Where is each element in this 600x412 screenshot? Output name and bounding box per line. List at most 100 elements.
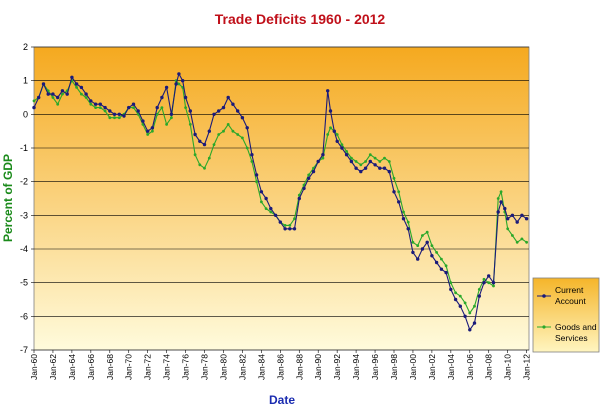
data-point-current-account [160,95,164,100]
data-point-goods-services [255,180,258,184]
data-point-current-account [278,220,282,224]
data-point-current-account [463,314,467,318]
data-point-current-account [264,196,268,201]
data-point-current-account [382,166,387,170]
data-point-goods-services [108,116,112,120]
data-point-goods-services [515,240,519,244]
data-point-goods-services [146,133,150,136]
data-point-goods-services [326,133,330,136]
data-point-goods-services [269,210,273,214]
data-point-current-account [349,159,354,164]
data-point-current-account [449,287,453,292]
x-tick-label: Jan-62 [48,354,58,380]
data-point-current-account [269,206,273,211]
data-point-current-account [307,176,311,180]
legend: Current Account Goods and Services [532,277,600,353]
x-tick-label: Jan-70 [124,354,134,380]
data-point-current-account [146,129,150,133]
data-point-goods-services [345,150,348,153]
data-point-current-account [487,274,491,278]
data-point-current-account [226,95,230,100]
x-axis-ticks: Jan-60 Jan-62 Jan-64 Jan-66 Jan-68 Jan-70 Jan-… [29,350,532,380]
data-point-current-account [51,92,55,96]
x-tick-label: Jan-78 [200,354,210,380]
data-point-current-account [202,142,207,147]
data-point-goods-services [499,190,503,194]
data-point-current-account [273,213,278,217]
data-point-current-account [468,328,472,332]
data-point-goods-services [350,156,353,160]
data-point-current-account [46,92,50,96]
data-point-goods-services [340,143,344,147]
data-point-goods-services [463,301,467,305]
x-tick-label: Jan-98 [389,354,399,380]
data-point-current-account [98,102,103,106]
y-axis-ticks: 2 1 0 -1 -2 -3 -4 -5 -6 -7 [20,42,34,355]
data-point-current-account [354,166,358,170]
data-point-current-account [439,267,444,271]
data-point-goods-services [293,217,296,221]
data-point-current-account [283,227,287,231]
data-point-goods-services [425,230,429,234]
data-point-current-account [359,169,363,174]
data-point-goods-services [378,160,382,163]
data-point-current-account [122,114,126,118]
data-point-goods-services [307,173,311,177]
data-point-goods-services [383,156,386,160]
data-point-current-account [401,217,406,221]
x-tick-label: Jan-88 [294,354,304,380]
data-point-goods-services [160,106,164,109]
data-point-current-account [89,99,93,103]
data-point-goods-services [75,86,78,89]
data-point-current-account [117,112,122,117]
data-point-goods-services [117,116,121,120]
data-point-current-account [136,109,140,113]
x-tick-label: Jan-80 [218,354,228,380]
data-point-goods-services [430,244,434,248]
data-point-current-account [321,153,325,157]
data-point-goods-services [458,294,462,298]
data-point-goods-services [56,102,60,106]
data-point-goods-services [250,160,254,163]
data-point-current-account [250,153,254,157]
data-point-goods-services [354,160,358,163]
data-point-goods-services [212,143,216,147]
data-point-goods-services [454,291,457,295]
data-point-current-account [326,89,330,93]
data-point-goods-services [184,106,188,109]
data-point-current-account [416,257,420,261]
y-tick-label: -1 [20,143,28,153]
y-tick-label: 2 [23,42,28,52]
data-point-current-account [188,109,192,113]
x-tick-label: Jan-82 [237,354,247,380]
data-point-current-account [131,102,136,106]
y-tick-label: -6 [20,311,28,321]
data-point-goods-services [170,116,173,120]
data-point-current-account [177,72,181,76]
data-point-goods-services [226,123,230,126]
x-tick-label: Jan-00 [408,354,418,380]
data-point-current-account [378,166,382,170]
data-point-current-account [397,200,401,204]
x-tick-label: Jan-12 [522,354,532,380]
y-axis-title: Percent of GDP [1,154,15,242]
data-point-current-account [316,159,320,164]
data-point-current-account [93,102,98,106]
data-point-current-account [510,213,515,217]
data-point-current-account [335,139,339,143]
data-point-goods-services [468,311,472,315]
data-point-goods-services [84,96,88,99]
data-point-goods-services [435,251,438,254]
data-point-current-account [174,82,178,86]
data-point-goods-services [177,82,181,86]
data-point-current-account [453,297,458,302]
legend-box [532,277,600,353]
data-point-current-account [482,281,486,285]
data-point-goods-services [32,99,36,103]
data-point-goods-services [288,224,292,227]
data-point-current-account [288,227,292,231]
data-point-goods-services [492,284,495,288]
data-point-current-account [302,186,306,191]
data-point-goods-services [449,281,453,285]
data-point-goods-services [132,106,135,109]
